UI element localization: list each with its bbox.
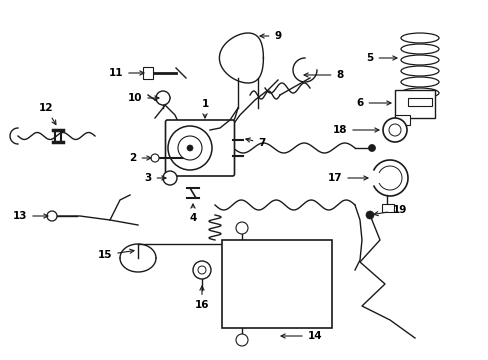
- Text: 18: 18: [332, 125, 378, 135]
- Circle shape: [156, 91, 170, 105]
- Circle shape: [168, 126, 212, 170]
- Text: 15: 15: [98, 249, 134, 260]
- Text: 7: 7: [245, 138, 265, 148]
- Text: 14: 14: [281, 331, 322, 341]
- Text: 17: 17: [327, 173, 367, 183]
- Bar: [381, 204, 393, 212]
- Circle shape: [198, 266, 205, 274]
- Text: 1: 1: [201, 99, 208, 118]
- Ellipse shape: [400, 33, 438, 43]
- Ellipse shape: [400, 66, 438, 76]
- Text: 4: 4: [189, 204, 196, 223]
- Circle shape: [178, 136, 202, 160]
- Circle shape: [163, 171, 177, 185]
- Ellipse shape: [400, 55, 438, 65]
- Text: 16: 16: [194, 286, 209, 310]
- Text: 8: 8: [304, 70, 343, 80]
- Text: 3: 3: [144, 173, 165, 183]
- Circle shape: [193, 261, 210, 279]
- FancyBboxPatch shape: [165, 120, 234, 176]
- Circle shape: [236, 334, 247, 346]
- Bar: [394, 90, 434, 118]
- Text: 12: 12: [39, 103, 56, 125]
- Circle shape: [151, 154, 159, 162]
- Circle shape: [388, 124, 400, 136]
- Circle shape: [236, 222, 247, 234]
- Text: 10: 10: [127, 93, 159, 103]
- Text: 19: 19: [373, 205, 407, 216]
- Circle shape: [368, 144, 375, 152]
- Text: 6: 6: [356, 98, 390, 108]
- Bar: [142, 67, 153, 79]
- Circle shape: [47, 211, 57, 221]
- Text: 13: 13: [13, 211, 48, 221]
- Ellipse shape: [400, 77, 438, 87]
- Circle shape: [186, 145, 193, 151]
- Text: 5: 5: [366, 53, 396, 63]
- Circle shape: [382, 118, 406, 142]
- Ellipse shape: [400, 44, 438, 54]
- Text: 11: 11: [108, 68, 143, 78]
- Circle shape: [365, 211, 373, 219]
- Bar: [394, 115, 409, 125]
- Text: 9: 9: [260, 31, 281, 41]
- Text: 2: 2: [129, 153, 151, 163]
- Bar: [222, 240, 331, 328]
- Ellipse shape: [400, 88, 438, 98]
- Bar: [407, 98, 431, 106]
